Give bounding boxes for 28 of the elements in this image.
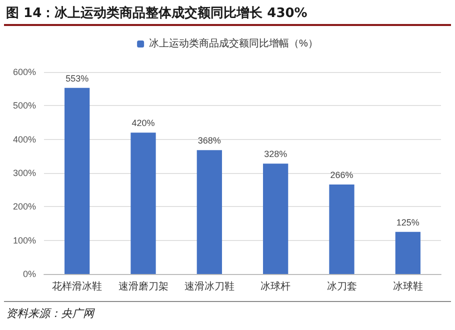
- data-label: 328%: [264, 149, 288, 160]
- y-tick-label: 500%: [12, 100, 36, 111]
- y-tick-label: 200%: [12, 202, 36, 212]
- y-tick-label: 600%: [12, 67, 36, 77]
- x-tick-label: 冰球鞋: [392, 280, 423, 292]
- bar: [263, 164, 288, 274]
- x-tick-label: 花样滑冰鞋: [52, 280, 102, 292]
- legend-label: 冰上运动类商品成交额同比增幅（%）: [149, 38, 318, 50]
- bar: [64, 88, 90, 274]
- x-tick-label: 速滑冰刀鞋: [184, 280, 234, 292]
- x-tick-label: 冰球杆: [260, 280, 291, 292]
- data-label: 368%: [198, 136, 221, 146]
- y-tick-label: 400%: [12, 134, 36, 144]
- data-label: 266%: [330, 170, 354, 180]
- bar: [395, 232, 420, 274]
- data-label: 553%: [66, 73, 89, 84]
- y-tick-label: 100%: [12, 235, 36, 246]
- bar: [130, 132, 156, 274]
- chart-title: 图 14：冰上运动类商品整体成交额同比增长 430%: [6, 4, 308, 22]
- y-tick-label: 0%: [22, 269, 36, 279]
- data-label: 125%: [396, 217, 420, 228]
- x-tick-label: 冰刀套: [326, 280, 357, 292]
- bar: [329, 184, 354, 274]
- bar: [196, 150, 222, 274]
- data-label: 420%: [132, 118, 155, 128]
- x-tick-label: 速滑磨刀架: [118, 280, 168, 292]
- y-tick-label: 300%: [12, 168, 36, 178]
- text: 资料来源：央广网: [6, 306, 94, 321]
